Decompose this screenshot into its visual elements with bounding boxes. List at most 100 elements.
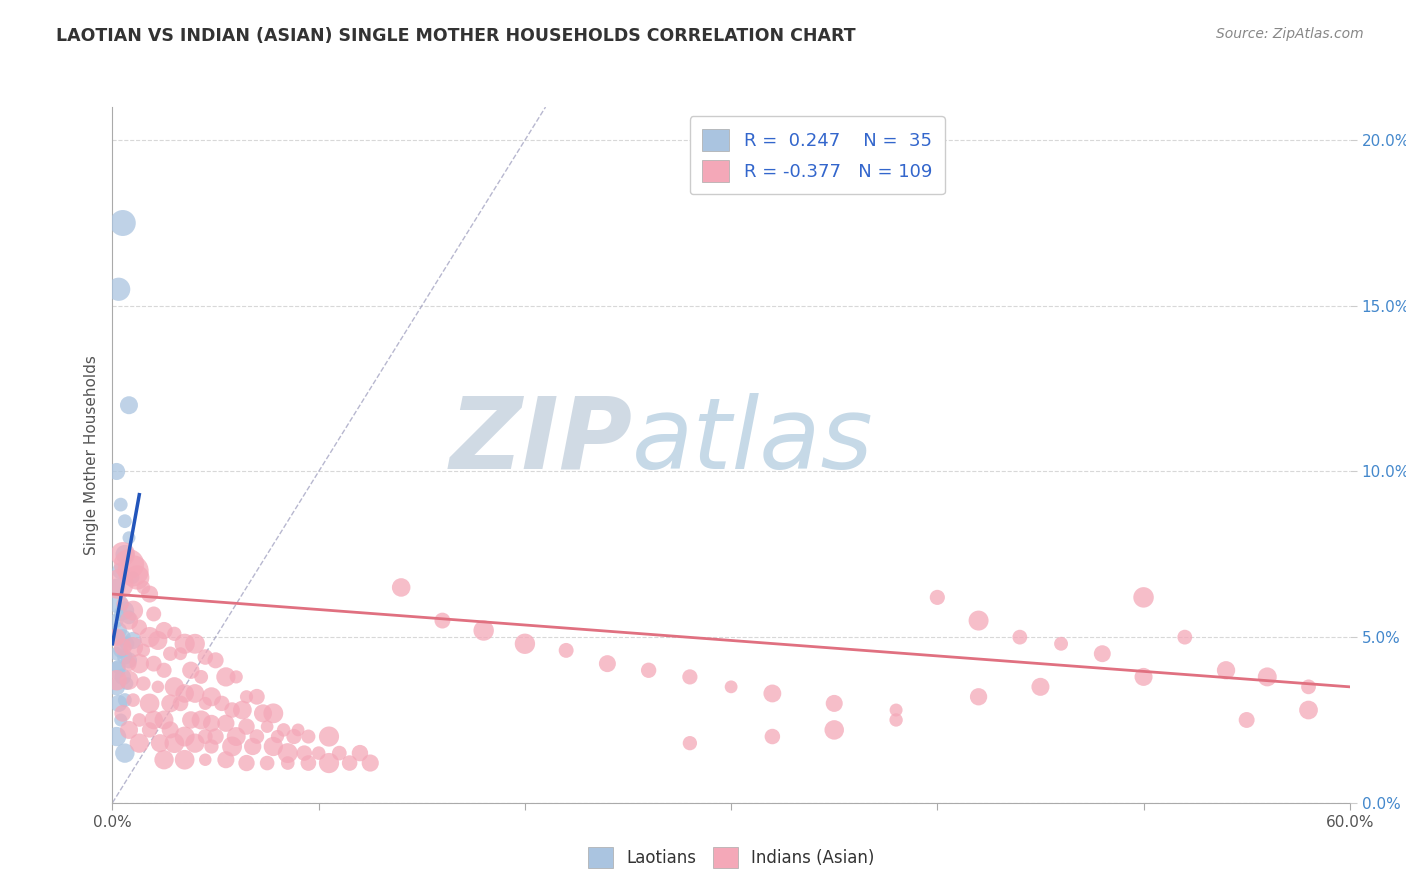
Point xyxy=(159,723,181,737)
Point xyxy=(1298,680,1320,694)
Point xyxy=(107,697,129,711)
Point xyxy=(173,686,195,700)
Point xyxy=(884,703,907,717)
Point xyxy=(107,282,129,296)
Point xyxy=(1029,680,1052,694)
Point xyxy=(153,753,176,767)
Point xyxy=(273,723,295,737)
Point xyxy=(105,730,128,744)
Point xyxy=(110,498,132,512)
Point xyxy=(190,713,212,727)
Point xyxy=(252,706,274,721)
Point xyxy=(884,713,907,727)
Point xyxy=(200,690,222,704)
Point xyxy=(153,624,176,638)
Point xyxy=(111,706,134,721)
Point xyxy=(114,693,136,707)
Text: ZIP: ZIP xyxy=(449,392,633,490)
Point xyxy=(132,581,155,595)
Point xyxy=(235,690,257,704)
Point xyxy=(200,739,222,754)
Point xyxy=(128,736,150,750)
Point xyxy=(256,720,278,734)
Point xyxy=(146,680,169,694)
Point xyxy=(679,736,702,750)
Point xyxy=(127,570,149,584)
Point xyxy=(184,637,207,651)
Point xyxy=(190,670,212,684)
Point xyxy=(215,670,238,684)
Point xyxy=(204,730,226,744)
Point xyxy=(184,736,207,750)
Point xyxy=(118,558,141,572)
Point xyxy=(114,746,136,760)
Point xyxy=(246,730,269,744)
Point xyxy=(204,653,226,667)
Point xyxy=(1050,637,1073,651)
Point xyxy=(159,647,181,661)
Point xyxy=(823,697,845,711)
Point xyxy=(1298,703,1320,717)
Point xyxy=(107,660,129,674)
Point xyxy=(967,690,990,704)
Point xyxy=(318,730,340,744)
Point xyxy=(1132,591,1154,605)
Y-axis label: Single Mother Households: Single Mother Households xyxy=(84,355,100,555)
Point xyxy=(114,650,136,665)
Point xyxy=(105,630,128,644)
Point xyxy=(194,697,217,711)
Point xyxy=(110,607,132,621)
Legend: Laotians, Indians (Asian): Laotians, Indians (Asian) xyxy=(581,841,882,874)
Point xyxy=(262,739,284,754)
Point xyxy=(173,753,195,767)
Point xyxy=(761,730,783,744)
Point xyxy=(114,514,136,528)
Point xyxy=(128,657,150,671)
Point xyxy=(105,663,128,677)
Point xyxy=(138,723,160,737)
Point xyxy=(225,730,247,744)
Point xyxy=(184,686,207,700)
Point xyxy=(105,630,128,644)
Point xyxy=(122,570,145,584)
Point xyxy=(679,670,702,684)
Point xyxy=(122,633,145,648)
Point xyxy=(262,706,284,721)
Point xyxy=(138,697,160,711)
Point xyxy=(153,713,176,727)
Point xyxy=(149,736,172,750)
Point xyxy=(194,650,217,665)
Point xyxy=(287,723,309,737)
Point xyxy=(1236,713,1258,727)
Point xyxy=(596,657,619,671)
Point xyxy=(114,547,136,561)
Point xyxy=(111,216,134,230)
Point xyxy=(1008,630,1031,644)
Point xyxy=(318,756,340,770)
Point xyxy=(308,746,330,760)
Point xyxy=(111,630,134,644)
Point xyxy=(118,723,141,737)
Text: atlas: atlas xyxy=(633,392,873,490)
Point xyxy=(105,581,128,595)
Point xyxy=(163,736,186,750)
Point xyxy=(1132,670,1154,684)
Text: Source: ZipAtlas.com: Source: ZipAtlas.com xyxy=(1216,27,1364,41)
Point xyxy=(555,643,578,657)
Point xyxy=(200,716,222,731)
Point xyxy=(105,465,128,479)
Point xyxy=(823,723,845,737)
Point xyxy=(114,604,136,618)
Point xyxy=(142,607,165,621)
Point xyxy=(111,670,134,684)
Point xyxy=(180,663,202,677)
Point xyxy=(720,680,742,694)
Point xyxy=(107,577,129,591)
Point xyxy=(256,756,278,770)
Point xyxy=(118,657,141,671)
Point xyxy=(132,643,155,657)
Point xyxy=(472,624,495,638)
Point xyxy=(110,643,132,657)
Point xyxy=(122,564,145,578)
Point xyxy=(163,627,186,641)
